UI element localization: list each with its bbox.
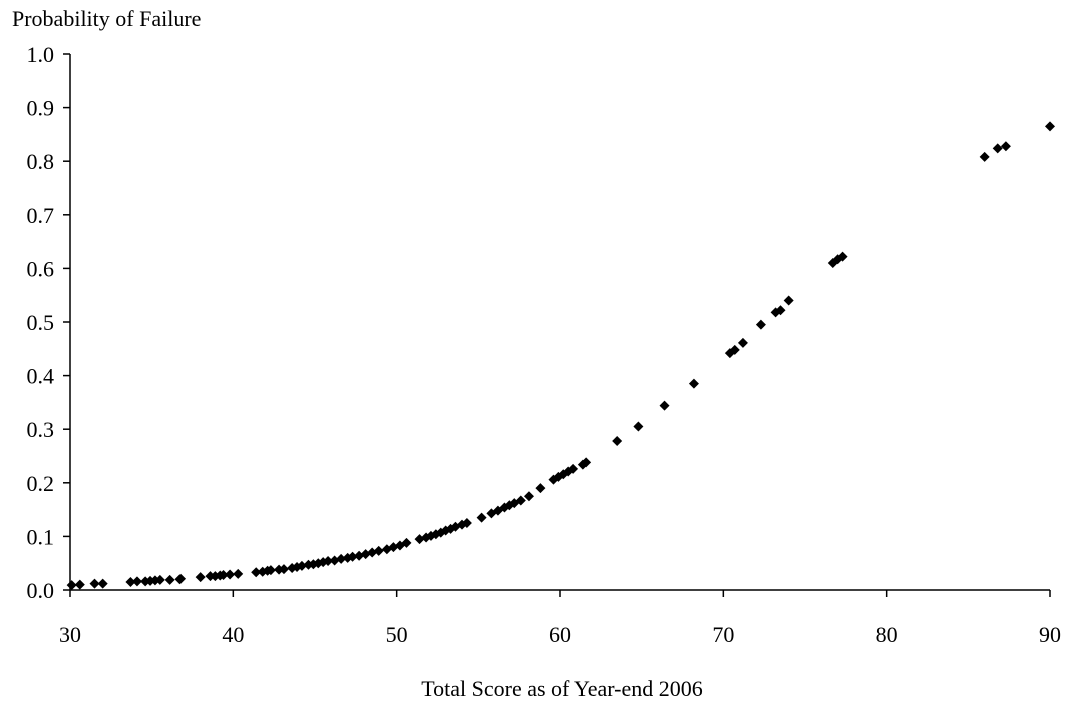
x-axis-ticks: 30 40 50 60 70 80 90: [59, 590, 1061, 647]
x-tick-label: 70: [712, 622, 734, 647]
data-point: [979, 151, 990, 162]
y-tick-label: 0.7: [27, 203, 55, 228]
x-tick-label: 30: [59, 622, 81, 647]
x-tick-label: 50: [386, 622, 408, 647]
y-axis-ticks: 0.0 0.1 0.2 0.3 0.4 0.5 0.6 0.7 0.8 0.9 1.0: [27, 42, 70, 603]
x-tick-label: 60: [549, 622, 571, 647]
data-point: [251, 567, 262, 578]
data-point: [775, 305, 786, 316]
data-point: [515, 495, 526, 506]
data-point: [401, 537, 412, 548]
axes: [69, 54, 1050, 591]
data-point: [1045, 121, 1055, 132]
data-point: [89, 578, 100, 589]
y-tick-label: 0.3: [27, 417, 55, 442]
data-point: [66, 580, 77, 591]
data-point: [278, 564, 289, 575]
data-point: [233, 568, 244, 579]
data-point: [164, 574, 175, 585]
data-point: [131, 576, 142, 587]
x-axis-title: Total Score as of Year-end 2006: [421, 676, 703, 701]
data-point: [323, 556, 334, 567]
data-point: [97, 578, 108, 589]
data-point: [992, 143, 1003, 154]
data-point: [265, 565, 276, 576]
data-point: [755, 319, 766, 330]
data-point: [125, 576, 136, 587]
data-point: [633, 421, 644, 432]
data-point: [336, 553, 347, 564]
data-point: [737, 337, 748, 348]
data-point: [837, 251, 848, 262]
data-point: [476, 512, 487, 523]
y-tick-label: 0.9: [27, 96, 55, 121]
data-point: [176, 573, 187, 584]
data-points: [66, 121, 1055, 591]
y-tick-label: 0.1: [27, 524, 55, 549]
data-point: [523, 491, 534, 502]
data-point: [218, 569, 229, 580]
y-axis-title: Probability of Failure: [12, 6, 201, 31]
y-tick-label: 0.6: [27, 256, 55, 281]
data-point: [581, 457, 592, 468]
y-tick-label: 1.0: [27, 42, 55, 67]
y-tick-label: 0.4: [27, 364, 55, 389]
y-tick-label: 0.5: [27, 310, 55, 335]
data-point: [195, 572, 206, 583]
data-point: [225, 569, 236, 580]
data-point: [783, 295, 794, 306]
x-tick-label: 90: [1039, 622, 1061, 647]
data-point: [347, 551, 358, 562]
data-point: [74, 579, 85, 590]
data-point: [296, 560, 307, 571]
data-point: [154, 574, 165, 585]
x-tick-label: 80: [876, 622, 898, 647]
data-point: [729, 344, 740, 355]
data-point: [659, 400, 670, 411]
data-point: [612, 435, 623, 446]
y-tick-label: 0.0: [27, 578, 55, 603]
data-point: [688, 378, 699, 389]
x-tick-label: 40: [222, 622, 244, 647]
data-point: [535, 483, 546, 494]
y-tick-label: 0.8: [27, 149, 55, 174]
data-point: [373, 545, 384, 556]
data-point: [1000, 141, 1011, 152]
data-point: [461, 518, 472, 528]
data-point: [568, 463, 579, 474]
y-tick-label: 0.2: [27, 471, 55, 496]
